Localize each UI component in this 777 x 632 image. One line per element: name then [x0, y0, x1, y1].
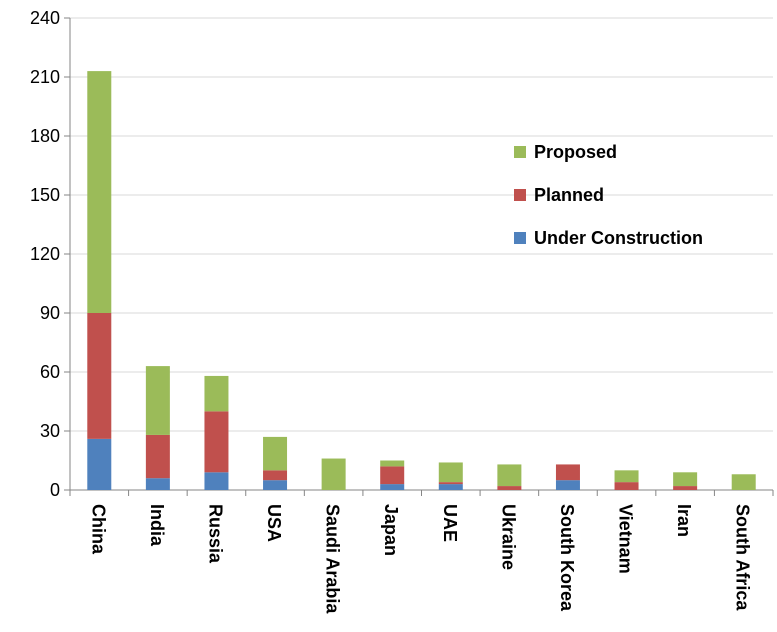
- bar-segment-planned-japan: [380, 466, 405, 485]
- bar-segment-proposed-usa: [263, 436, 288, 471]
- axes: [64, 17, 774, 496]
- x-tick-label: Russia: [205, 504, 225, 564]
- bar-segment-proposed-japan: [380, 460, 405, 467]
- bar-segment-planned-uae: [438, 482, 463, 485]
- bar-segment-planned-usa: [263, 470, 288, 481]
- bar-segment-under-construction-india: [145, 478, 170, 490]
- bar-segment-under-construction-south-korea: [555, 480, 580, 490]
- bar-segment-under-construction-china: [87, 438, 112, 490]
- bar-segment-under-construction-russia: [204, 472, 229, 490]
- x-tick-label: Japan: [381, 504, 401, 556]
- y-tick-label: 180: [30, 126, 60, 146]
- bar-segment-proposed-ukraine: [497, 464, 522, 487]
- bar-segment-planned-china: [87, 313, 112, 439]
- legend-label-under-construction: Under Construction: [534, 228, 703, 248]
- bar-segment-proposed-vietnam: [614, 470, 639, 483]
- bar-segment-planned-russia: [204, 411, 229, 473]
- bar-segment-planned-ukraine: [497, 486, 522, 490]
- y-tick-labels: 0 30 60 90 120 150 180 210 240: [30, 8, 60, 500]
- bar-segment-proposed-iran: [673, 472, 698, 487]
- x-tick-label: Saudi Arabia: [323, 504, 343, 614]
- grid-lines: [70, 17, 773, 432]
- y-tick-label: 0: [50, 480, 60, 500]
- x-tick-label: USA: [264, 504, 284, 542]
- y-tick-label: 30: [40, 421, 60, 441]
- bar-segment-planned-south-korea: [555, 464, 580, 481]
- y-tick-label: 90: [40, 303, 60, 323]
- bar-segment-proposed-south-africa: [731, 474, 756, 490]
- y-tick-label: 150: [30, 185, 60, 205]
- x-tick-label: Ukraine: [498, 504, 518, 570]
- bar-segment-proposed-india: [145, 366, 170, 435]
- bar-segment-proposed-saudi-arabia: [321, 458, 346, 490]
- x-tick-label: South Korea: [557, 504, 577, 612]
- legend-swatch-under-construction: [514, 232, 526, 244]
- y-tick-label: 60: [40, 362, 60, 382]
- y-tick-label: 210: [30, 67, 60, 87]
- y-tick-label: 240: [30, 8, 60, 28]
- legend-label-planned: Planned: [534, 185, 604, 205]
- x-tick-label: South Africa: [733, 504, 753, 611]
- bar-segment-under-construction-japan: [380, 484, 405, 490]
- bar-segment-planned-vietnam: [614, 482, 639, 490]
- x-tick-label: China: [88, 504, 108, 555]
- bars: [87, 71, 756, 490]
- bar-segment-planned-iran: [673, 486, 698, 490]
- x-tick-label: UAE: [440, 504, 460, 542]
- bar-segment-under-construction-uae: [438, 484, 463, 490]
- bar-segment-proposed-uae: [438, 462, 463, 483]
- bar-segment-proposed-russia: [204, 375, 229, 412]
- bar-segment-planned-india: [145, 434, 170, 479]
- legend-swatch-proposed: [514, 146, 526, 158]
- bar-segment-proposed-china: [87, 71, 112, 313]
- legend-swatch-planned: [514, 189, 526, 201]
- bar-segment-under-construction-usa: [263, 480, 288, 490]
- x-tick-labels: China India Russia USA Saudi Arabia Japan UAE U…: [88, 504, 752, 614]
- x-tick-label: Vietnam: [616, 504, 636, 574]
- legend: Proposed Planned Under Construction: [514, 142, 703, 248]
- x-tick-label: India: [147, 504, 167, 547]
- legend-label-proposed: Proposed: [534, 142, 617, 162]
- y-tick-label: 120: [30, 244, 60, 264]
- x-tick-label: Iran: [674, 504, 694, 537]
